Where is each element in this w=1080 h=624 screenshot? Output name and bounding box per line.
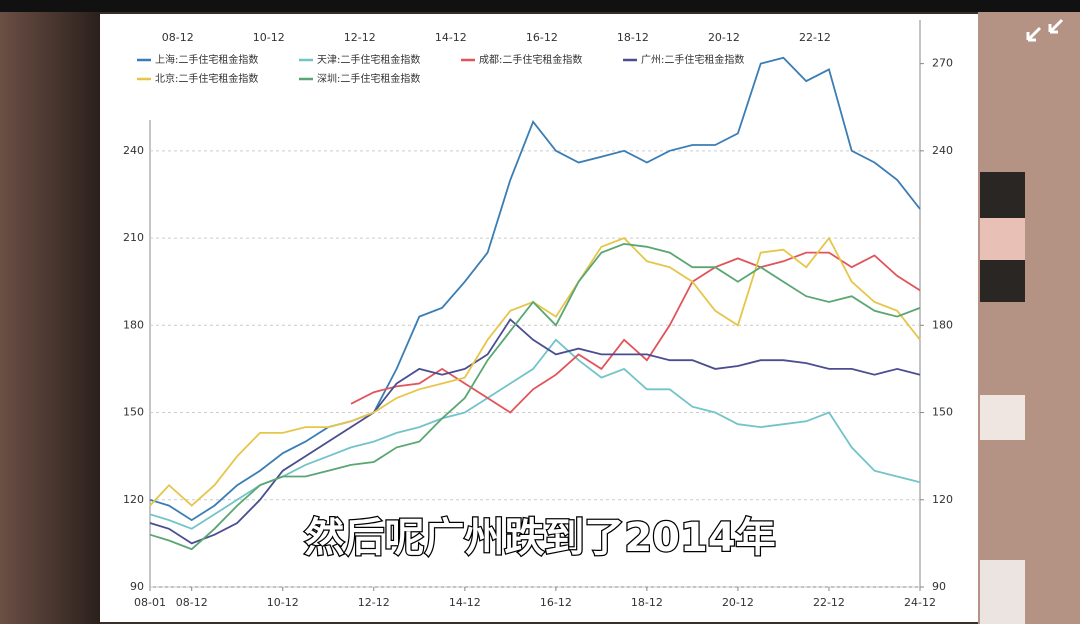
top-x-tick-label: 10-12 xyxy=(253,31,285,44)
subtitle-caption: 然后呢广州跌到了2014年 xyxy=(304,515,775,561)
top-x-tick-label: 12-12 xyxy=(344,31,376,44)
legend-label: 成都:二手住宅租金指数 xyxy=(479,53,582,66)
series-line xyxy=(149,242,921,551)
y2-tick-label: 180 xyxy=(932,318,953,331)
top-x-tick-label: 16-12 xyxy=(526,31,558,44)
x-tick-label: 16-12 xyxy=(540,596,572,609)
top-x-tick-label: 14-12 xyxy=(435,31,467,44)
top-bar xyxy=(0,0,1080,12)
y-tick-label: 240 xyxy=(123,144,144,157)
y2-tick-label: 150 xyxy=(932,406,953,419)
y-tick-label: 90 xyxy=(130,580,144,593)
legend-label: 广州:二手住宅租金指数 xyxy=(641,53,744,66)
series-line xyxy=(350,251,921,414)
series-line xyxy=(149,318,921,545)
y-tick-label: 210 xyxy=(123,231,144,244)
mosaic xyxy=(980,560,1025,624)
collapse-icon[interactable] xyxy=(1026,18,1064,42)
x-tick-label: 20-12 xyxy=(722,596,754,609)
top-x-tick-label: 18-12 xyxy=(617,31,649,44)
x-tick-label: 14-12 xyxy=(449,596,481,609)
legend-label: 深圳:二手住宅租金指数 xyxy=(317,72,420,85)
y-tick-label: 180 xyxy=(123,318,144,331)
y-tick-label: 150 xyxy=(123,406,144,419)
y2-tick-label: 90 xyxy=(932,580,946,593)
top-x-tick-label: 20-12 xyxy=(708,31,740,44)
x-tick-label: 24-12 xyxy=(904,596,936,609)
x-tick-label: 08-12 xyxy=(176,596,208,609)
top-x-tick-label: 08-12 xyxy=(162,31,194,44)
y2-tick-label: 240 xyxy=(932,144,953,157)
y-tick-label: 120 xyxy=(123,493,144,506)
x-tick-label: 12-12 xyxy=(358,596,390,609)
x-tick-label: 22-12 xyxy=(813,596,845,609)
x-tick-label: 10-12 xyxy=(267,596,299,609)
y2-tick-label: 270 xyxy=(932,57,953,70)
x-tick-label: 08-01 xyxy=(134,596,166,609)
top-x-tick-label: 22-12 xyxy=(799,31,831,44)
mosaic xyxy=(980,395,1025,440)
series-line xyxy=(149,56,921,522)
legend-label: 北京:二手住宅租金指数 xyxy=(155,72,258,85)
legend-label: 天津:二手住宅租金指数 xyxy=(317,53,420,66)
y2-tick-label: 120 xyxy=(932,493,953,506)
legend-label: 上海:二手住宅租金指数 xyxy=(155,53,258,66)
mosaic xyxy=(980,218,1025,260)
x-tick-label: 18-12 xyxy=(631,596,663,609)
blur-left xyxy=(0,0,100,624)
chart-panel xyxy=(100,14,978,622)
blur-right xyxy=(978,0,1080,624)
